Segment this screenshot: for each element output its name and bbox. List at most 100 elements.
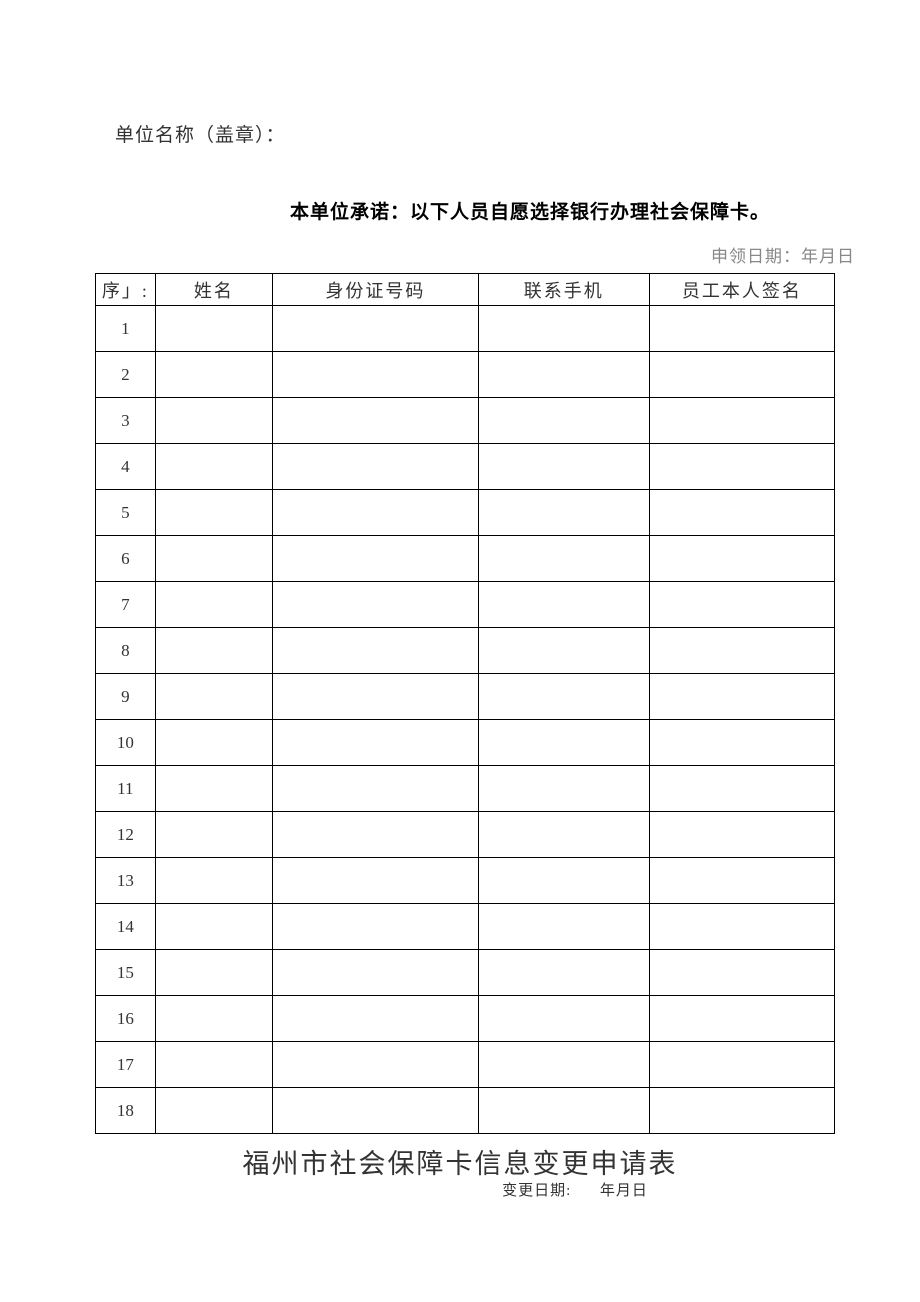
table-cell xyxy=(649,996,834,1042)
table-cell: 10 xyxy=(96,720,156,766)
table-row: 15 xyxy=(96,950,835,996)
table-cell xyxy=(649,444,834,490)
table-cell xyxy=(649,490,834,536)
table-cell xyxy=(478,720,649,766)
table-cell xyxy=(273,490,479,536)
table-row: 18 xyxy=(96,1088,835,1134)
table-cell xyxy=(478,1042,649,1088)
table-cell xyxy=(155,352,272,398)
table-cell xyxy=(155,398,272,444)
table-cell xyxy=(478,582,649,628)
table-cell xyxy=(649,536,834,582)
table-cell xyxy=(478,904,649,950)
table-cell xyxy=(155,674,272,720)
table-row: 5 xyxy=(96,490,835,536)
apply-date-label: 申领日期：年月日 xyxy=(95,242,855,267)
change-date-prefix: 变更日期: xyxy=(502,1183,571,1199)
table-cell xyxy=(155,582,272,628)
table-cell xyxy=(155,490,272,536)
table-cell xyxy=(649,720,834,766)
table-cell xyxy=(478,996,649,1042)
col-header-seq: 序」: xyxy=(96,274,156,306)
table-cell: 3 xyxy=(96,398,156,444)
table-cell xyxy=(155,444,272,490)
table-cell xyxy=(649,858,834,904)
table-cell xyxy=(273,628,479,674)
table-cell xyxy=(478,1088,649,1134)
table-cell xyxy=(155,1042,272,1088)
table-cell xyxy=(478,628,649,674)
table-cell xyxy=(649,812,834,858)
table-cell xyxy=(273,812,479,858)
table-row: 17 xyxy=(96,1042,835,1088)
table-cell xyxy=(649,398,834,444)
table-cell xyxy=(273,352,479,398)
table-cell xyxy=(478,674,649,720)
table-cell xyxy=(273,398,479,444)
table-cell: 18 xyxy=(96,1088,156,1134)
table-cell xyxy=(155,858,272,904)
table-row: 13 xyxy=(96,858,835,904)
table-cell xyxy=(649,628,834,674)
table-row: 12 xyxy=(96,812,835,858)
table-cell: 2 xyxy=(96,352,156,398)
table-cell xyxy=(273,996,479,1042)
table-cell: 16 xyxy=(96,996,156,1042)
table-cell xyxy=(155,720,272,766)
table-row: 9 xyxy=(96,674,835,720)
table-cell: 11 xyxy=(96,766,156,812)
table-row: 16 xyxy=(96,996,835,1042)
table-cell xyxy=(155,536,272,582)
table-cell: 4 xyxy=(96,444,156,490)
table-row: 11 xyxy=(96,766,835,812)
table-cell xyxy=(649,352,834,398)
table-cell xyxy=(478,858,649,904)
table-cell xyxy=(155,628,272,674)
commitment-text: 本单位承诺：以下人员自愿选择银行办理社会保障卡。 xyxy=(235,197,825,224)
footer-title: 福州市社会保障卡信息变更申请表 xyxy=(95,1142,825,1181)
table-cell xyxy=(155,904,272,950)
table-cell xyxy=(273,1042,479,1088)
table-cell xyxy=(478,536,649,582)
table-row: 1 xyxy=(96,306,835,352)
table-cell: 14 xyxy=(96,904,156,950)
table-cell: 12 xyxy=(96,812,156,858)
table-cell xyxy=(155,812,272,858)
table-cell xyxy=(478,490,649,536)
table-cell xyxy=(273,904,479,950)
change-date-value: 年月日 xyxy=(600,1183,648,1199)
table-row: 8 xyxy=(96,628,835,674)
change-date-label: 变更日期: 年月日 xyxy=(325,1179,825,1200)
table-cell xyxy=(478,766,649,812)
col-header-sign: 员工本人签名 xyxy=(649,274,834,306)
table-cell: 15 xyxy=(96,950,156,996)
table-cell xyxy=(273,950,479,996)
table-cell xyxy=(649,1088,834,1134)
table-cell xyxy=(649,950,834,996)
table-cell xyxy=(649,766,834,812)
table-cell xyxy=(478,352,649,398)
table-cell: 8 xyxy=(96,628,156,674)
table-cell xyxy=(649,582,834,628)
table-cell xyxy=(155,766,272,812)
table-cell xyxy=(155,1088,272,1134)
table-cell xyxy=(273,536,479,582)
col-header-name: 姓名 xyxy=(155,274,272,306)
table-cell xyxy=(155,996,272,1042)
table-row: 4 xyxy=(96,444,835,490)
table-cell xyxy=(273,720,479,766)
col-header-phone: 联系手机 xyxy=(478,274,649,306)
table-cell xyxy=(649,904,834,950)
personnel-table: 序」: 姓名 身份证号码 联系手机 员工本人签名 123456789101112… xyxy=(95,273,835,1134)
table-cell xyxy=(478,812,649,858)
table-cell xyxy=(649,1042,834,1088)
org-name-label: 单位名称（盖章）： xyxy=(115,120,825,147)
table-cell xyxy=(155,950,272,996)
table-cell xyxy=(273,306,479,352)
table-cell xyxy=(649,674,834,720)
table-header-row: 序」: 姓名 身份证号码 联系手机 员工本人签名 xyxy=(96,274,835,306)
table-row: 3 xyxy=(96,398,835,444)
table-cell: 17 xyxy=(96,1042,156,1088)
table-row: 7 xyxy=(96,582,835,628)
table-cell xyxy=(155,306,272,352)
